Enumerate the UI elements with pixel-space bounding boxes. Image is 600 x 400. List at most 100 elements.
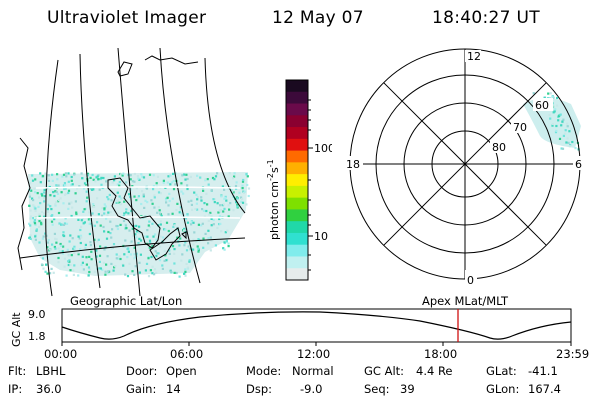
emission-pixel — [551, 95, 554, 98]
emission-pixel — [131, 185, 134, 188]
emission-pixel — [232, 191, 235, 194]
emission-pixel — [154, 233, 157, 236]
emission-pixel — [137, 231, 141, 234]
emission-pixel — [68, 202, 71, 205]
emission-pixel — [206, 178, 209, 181]
emission-pixel — [35, 228, 38, 231]
emission-pixel — [38, 225, 41, 228]
emission-pixel — [151, 222, 154, 225]
emission-pixel — [220, 195, 223, 198]
emission-pixel — [153, 273, 156, 276]
emission-pixel — [190, 203, 193, 206]
emission-pixel — [42, 197, 46, 200]
emission-pixel — [98, 260, 101, 263]
emission-pixel — [116, 257, 119, 260]
emission-pixel — [38, 213, 41, 216]
emission-pixel — [214, 244, 217, 247]
emission-pixel — [219, 222, 222, 225]
emission-pixel — [241, 180, 245, 183]
emission-pixel — [547, 92, 550, 95]
timeline-xtick-0600: 06:00 — [170, 347, 203, 361]
emission-pixel — [53, 194, 56, 198]
emission-pixel — [77, 253, 80, 256]
emission-pixel — [122, 219, 126, 223]
emission-pixel — [152, 174, 155, 177]
emission-pixel — [96, 197, 99, 200]
emission-pixel — [48, 248, 51, 251]
emission-pixel — [186, 187, 189, 191]
emission-pixel — [183, 227, 186, 230]
emission-pixel — [59, 242, 62, 246]
emission-pixel — [134, 233, 137, 236]
emission-pixel — [115, 201, 118, 204]
color-scale-stop — [286, 162, 308, 175]
emission-pixel — [82, 210, 85, 213]
emission-pixel — [123, 212, 126, 215]
emission-pixel — [83, 221, 86, 224]
emission-pixel — [64, 172, 67, 175]
emission-pixel — [87, 266, 91, 269]
emission-pixel — [114, 265, 117, 268]
emission-pixel — [222, 203, 225, 206]
emission-pixel — [46, 272, 49, 275]
emission-pixel — [171, 245, 175, 248]
emission-pixel — [176, 236, 179, 239]
emission-pixel — [225, 199, 228, 202]
emission-pixel — [146, 229, 149, 232]
emission-pixel — [87, 218, 90, 221]
color-scale-stop — [286, 232, 308, 246]
emission-pixel — [558, 114, 561, 117]
emission-pixel — [172, 188, 176, 191]
emission-pixel — [158, 259, 162, 262]
emission-pixel — [171, 197, 174, 200]
emission-pixel — [65, 274, 68, 277]
emission-pixel — [90, 250, 93, 253]
emission-pixel — [168, 252, 171, 255]
emission-pixel — [224, 196, 227, 199]
emission-pixel — [133, 195, 136, 198]
emission-pixel — [35, 229, 38, 232]
emission-pixel — [227, 215, 230, 218]
emission-pixel — [549, 92, 552, 95]
emission-pixel — [59, 197, 62, 200]
emission-pixel — [97, 238, 100, 241]
emission-pixel — [195, 202, 198, 205]
emission-pixel — [38, 196, 41, 199]
emission-pixel — [218, 215, 221, 218]
emission-pixel — [165, 201, 168, 204]
emission-pixel — [81, 261, 84, 264]
emission-pixel — [131, 270, 134, 273]
emission-pixel — [71, 206, 74, 209]
emission-pixel — [140, 202, 143, 206]
emission-pixel — [89, 241, 92, 244]
emission-pixel — [78, 237, 81, 240]
emission-pixel — [193, 191, 196, 194]
ip-value: 36.0 — [36, 382, 62, 396]
emission-pixel — [148, 173, 152, 176]
emission-pixel — [566, 125, 569, 128]
emission-pixel — [138, 237, 141, 240]
emission-pixel — [41, 257, 45, 260]
emission-pixel — [102, 187, 105, 190]
gain-label: Gain: — [126, 382, 157, 396]
emission-pixel — [554, 108, 557, 111]
emission-pixel — [111, 181, 114, 184]
emission-pixel — [159, 220, 162, 223]
emission-pixel — [209, 249, 212, 252]
emission-pixel — [178, 275, 181, 278]
emission-pixel — [46, 246, 49, 249]
emission-pixel — [29, 224, 32, 227]
emission-pixel — [103, 248, 106, 251]
emission-pixel — [49, 205, 52, 208]
emission-pixel — [70, 179, 73, 182]
emission-pixel — [64, 187, 67, 190]
emission-pixel — [209, 236, 212, 239]
emission-pixel — [210, 215, 213, 218]
emission-pixel — [130, 209, 133, 213]
emission-pixel — [129, 174, 132, 177]
emission-pixel — [561, 147, 565, 150]
emission-pixel — [210, 224, 213, 227]
emission-pixel — [97, 178, 100, 181]
emission-pixel — [144, 199, 147, 202]
emission-pixel — [242, 178, 245, 182]
